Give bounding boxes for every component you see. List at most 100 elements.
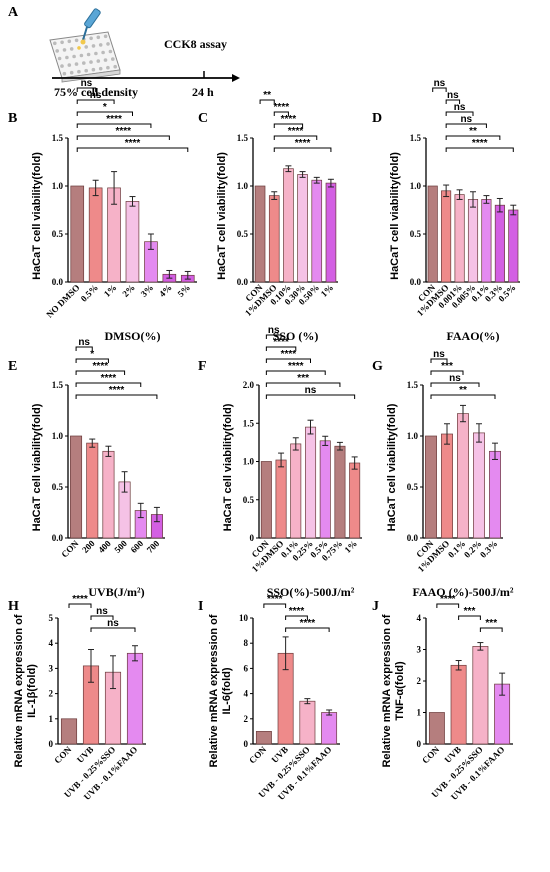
chart-g: G0.00.51.01.5CON1%DMSO0.1%0.2%0.3%ns***n…: [372, 349, 514, 599]
y-tick-label: 0: [244, 739, 249, 749]
plate-well: [103, 58, 108, 62]
significance-label: ns: [454, 102, 466, 113]
significance-label: ****: [93, 361, 109, 372]
y-tick-label: 1: [49, 714, 54, 724]
y-tick-label: 1.5: [237, 133, 249, 143]
significance-bracket: [259, 99, 275, 104]
chart-f: F00.51.01.52.0CON1%DMSO0.1%0.25%0.5%0.75…: [198, 325, 362, 599]
significance-label: **: [459, 385, 467, 396]
significance-bracket: [445, 123, 487, 128]
x-tick-label: 0.2%: [462, 538, 483, 559]
x-tick-label: 4%: [157, 282, 174, 299]
plate-well: [98, 43, 103, 47]
x-tick-label: CON: [420, 744, 442, 766]
plate-well: [84, 45, 88, 49]
significance-label: *: [90, 349, 94, 360]
significance-bracket: [265, 346, 297, 351]
significance-label: ns: [96, 606, 108, 617]
plate-well: [82, 61, 86, 65]
x-tick-label: 0.5%: [79, 282, 100, 303]
plate-well: [60, 40, 64, 45]
x-tick-label: 0.3%: [478, 538, 499, 559]
y-tick-label: 1.0: [243, 457, 255, 467]
y-tick-label: 4: [244, 689, 249, 699]
y-tick-label: 2.0: [243, 380, 255, 390]
bar: [321, 712, 338, 745]
significance-bracket: [273, 147, 332, 152]
panel-label-g: G: [372, 359, 383, 374]
y-tick-label: 1.0: [52, 431, 64, 441]
significance-label: ns: [305, 385, 317, 396]
y-tick-label: 0.5: [407, 482, 419, 492]
plate-well: [98, 66, 103, 71]
x-tick-label: 600: [129, 538, 146, 555]
plate-well: [62, 48, 67, 52]
y-axis-title: TNF-α(fold): [394, 661, 406, 721]
plate-well: [60, 64, 64, 68]
bar: [349, 462, 361, 539]
y-tick-label: 0.0: [52, 533, 64, 543]
y-tick-label: 0.5: [52, 482, 64, 492]
bar: [88, 187, 103, 283]
significance-label: ***: [297, 373, 309, 384]
y-tick-label: 0.0: [52, 277, 64, 287]
significance-bracket: [75, 394, 158, 399]
panel-label-b: B: [8, 111, 17, 126]
y-tick-label: 1.0: [237, 181, 249, 191]
significance-bracket: [265, 394, 356, 399]
plate-well: [96, 35, 101, 40]
significance-label: ****: [281, 114, 297, 125]
x-tick-label: CON: [247, 744, 269, 766]
significance-bracket: [90, 627, 136, 632]
bar: [489, 450, 501, 539]
plate-well: [74, 62, 79, 66]
bar: [268, 195, 280, 283]
significance-label: ****: [289, 606, 305, 617]
plate-well: [69, 70, 74, 75]
y-axis-title: Relative mRNA expression of: [13, 614, 25, 767]
y-axis-title: HaCaT cell viability(fold): [216, 152, 228, 280]
bar: [457, 413, 469, 539]
bar: [334, 445, 346, 539]
y-tick-label: 1.5: [52, 133, 64, 143]
plate-well: [108, 49, 113, 54]
bar: [70, 185, 85, 283]
significance-label: ns: [268, 325, 280, 336]
y-tick-label: 1.0: [410, 181, 422, 191]
significance-bracket: [430, 382, 480, 387]
x-tick-label: NO DMSO: [44, 282, 81, 319]
significance-label: ****: [273, 337, 289, 348]
plate-well: [86, 52, 91, 57]
plate-well: [106, 42, 110, 46]
plate-well: [67, 63, 72, 67]
significance-bracket: [75, 370, 126, 375]
bar: [254, 185, 266, 283]
y-tick-label: 4: [417, 613, 422, 623]
x-tick-label: CON: [52, 744, 74, 766]
panel-label-a: A: [8, 5, 19, 20]
plate-well: [106, 65, 110, 70]
significance-label: ****: [281, 349, 297, 360]
significance-bracket: [445, 111, 474, 116]
bar: [255, 731, 272, 745]
bar: [427, 185, 438, 283]
x-tick-label: 1%: [342, 538, 359, 555]
significance-label: ****: [300, 618, 316, 629]
significance-bracket: [445, 135, 501, 140]
plate-well: [89, 36, 93, 41]
y-tick-label: 8: [244, 638, 249, 648]
significance-label: ****: [295, 138, 311, 149]
x-axis-title: UVB(J/m²): [88, 585, 144, 599]
plate-well: [57, 56, 62, 61]
y-axis-title: IL-1β(fold): [26, 664, 38, 718]
bar: [508, 209, 519, 283]
significance-bracket: [445, 99, 461, 104]
y-tick-label: 1: [417, 708, 422, 718]
significance-label: ****: [267, 594, 283, 605]
y-tick-label: 0.0: [410, 277, 422, 287]
bar: [428, 712, 445, 745]
